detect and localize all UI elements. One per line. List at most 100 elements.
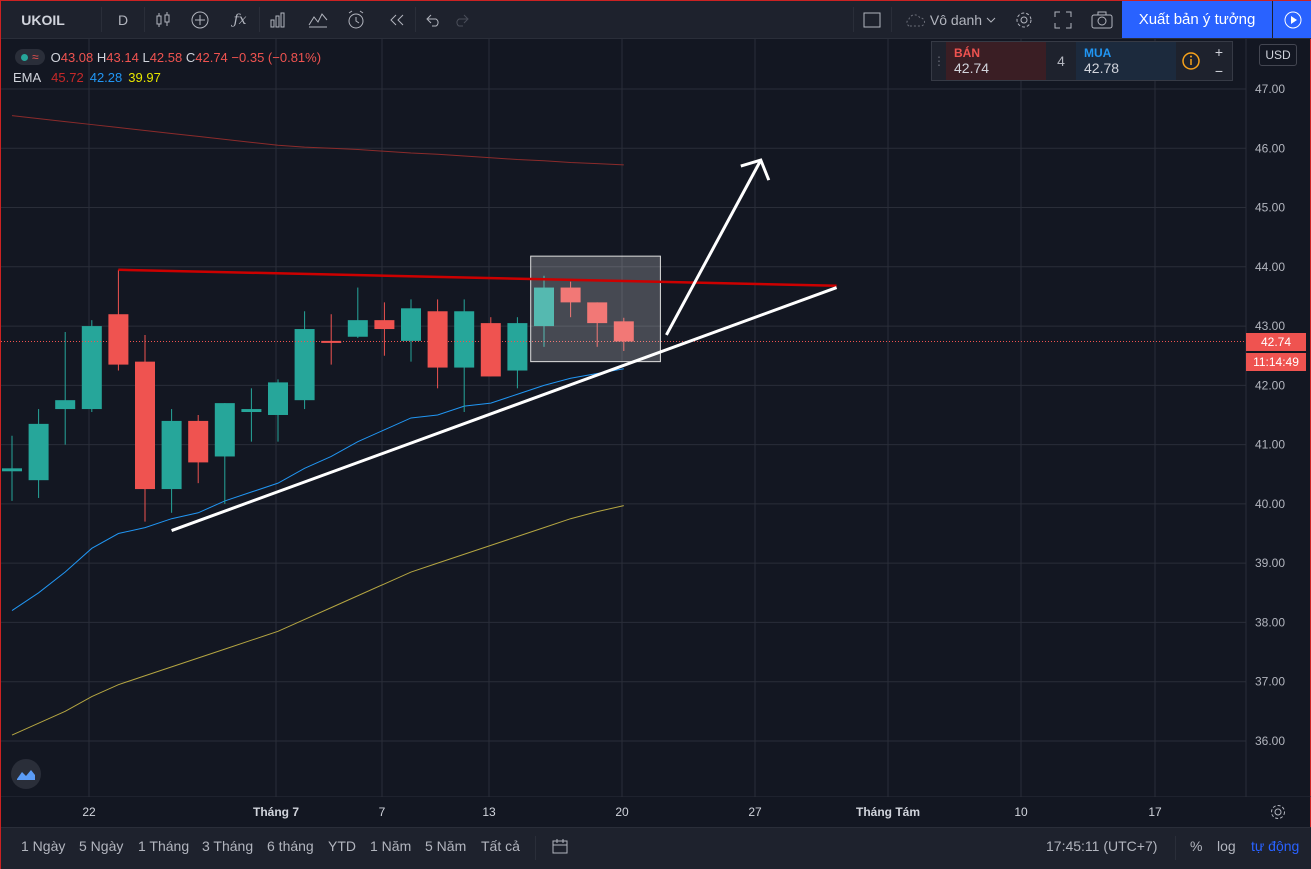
last-price-tag: 42.74 [1246, 333, 1306, 351]
indicators-icon[interactable]: ƒx [233, 11, 247, 28]
interval-button[interactable]: D [117, 11, 129, 28]
close-label: C [185, 49, 196, 65]
price-tick-label: 46.00 [1255, 141, 1285, 155]
currency-badge[interactable]: USD [1259, 44, 1297, 66]
compare-add-icon[interactable] [185, 1, 215, 38]
price-tick-label: 37.00 [1255, 675, 1285, 689]
price-tick-label: 44.00 [1255, 260, 1285, 274]
price-tick-label: 45.00 [1255, 201, 1285, 215]
candle-body [560, 287, 581, 303]
timezone-clock[interactable]: 17:45:11 (UTC+7) [1046, 838, 1158, 854]
fullscreen-icon[interactable] [1048, 1, 1078, 38]
time-label: 7 [378, 805, 386, 819]
candle-body [507, 323, 528, 371]
support-trendline [171, 286, 838, 532]
top-toolbar: UKOIL D ƒx Vô danh Xuất [1, 1, 1311, 39]
wave-icon: ≈ [32, 50, 39, 64]
range-5y[interactable]: 5 Năm [425, 838, 467, 854]
redo-icon[interactable] [448, 1, 476, 38]
candle-body [135, 361, 155, 490]
replay-icon[interactable] [382, 1, 412, 38]
undo-icon[interactable] [419, 1, 447, 38]
publish-idea-button[interactable]: Xuất bản ý tưởng [1122, 1, 1272, 38]
time-label: 27 [748, 805, 762, 819]
axis-settings-gear-icon[interactable] [1269, 803, 1287, 821]
ema-label: EMA [13, 69, 42, 85]
candle-body [81, 326, 102, 410]
buy-label: MUA [1084, 46, 1112, 60]
screenshot-camera-icon[interactable] [1087, 1, 1117, 38]
open-value: 43.08 [60, 49, 94, 65]
eye-icon [21, 53, 28, 61]
range-6m[interactable]: 6 tháng [267, 838, 314, 854]
ema-long-line [11, 115, 624, 166]
auto-scale-toggle[interactable]: tự động [1251, 838, 1300, 854]
breakout-arrow-head [740, 158, 771, 181]
layout-name-dropdown[interactable]: Vô danh [897, 1, 1003, 38]
price-tick-label: 47.00 [1255, 82, 1285, 96]
date-range-icon[interactable] [551, 838, 571, 856]
range-1d[interactable]: 1 Ngày [21, 838, 66, 854]
layout-select-icon[interactable] [858, 1, 886, 38]
time-label: 22 [82, 805, 96, 819]
time-label: Tháng Tám [855, 805, 921, 819]
bottom-toolbar: 1 Ngày 5 Ngày 1 Tháng 3 Tháng 6 tháng YT… [1, 827, 1311, 869]
range-5d[interactable]: 5 Ngày [79, 838, 124, 854]
drag-handle-icon[interactable]: ⋮ [933, 54, 945, 68]
candle-body [480, 323, 501, 377]
range-1m[interactable]: 1 Tháng [138, 838, 190, 854]
range-3m[interactable]: 3 Tháng [202, 838, 254, 854]
settings-gear-icon[interactable] [1009, 1, 1039, 38]
ema-long-value: 45.72 [51, 69, 84, 85]
range-ytd[interactable]: YTD [328, 838, 356, 854]
visibility-toggle[interactable]: ≈ [15, 49, 45, 65]
logo-icon[interactable] [11, 759, 41, 789]
chart-legend: ≈ O 43.08 H 43.14 L 42.58 C 42.74 −0.35 (−0.… [13, 47, 321, 87]
sell-label: BÁN [954, 46, 980, 60]
alert-icon[interactable] [341, 1, 371, 38]
ema-slow-line [11, 505, 624, 736]
candle-body [28, 423, 49, 481]
price-tick-label: 40.00 [1255, 497, 1285, 511]
buy-price: 42.78 [1084, 60, 1120, 76]
buy-button[interactable]: MUA 42.78 [1076, 42, 1176, 80]
range-all[interactable]: Tất cả [481, 838, 520, 854]
candle-body [108, 314, 129, 365]
high-label: H [96, 49, 107, 65]
layout-name: Vô danh [929, 11, 983, 28]
candle-body [214, 403, 235, 457]
log-toggle[interactable]: log [1217, 838, 1236, 854]
range-1y[interactable]: 1 Năm [370, 838, 412, 854]
quantity-stepper: + − [1206, 42, 1232, 80]
time-label: Tháng 7 [252, 805, 300, 819]
ohlc-row: ≈ O 43.08 H 43.14 L 42.58 C 42.74 −0.35 (−0.… [15, 47, 321, 67]
candle-body [294, 329, 315, 401]
info-icon[interactable] [1176, 42, 1206, 80]
ema-fast-line [11, 368, 624, 611]
sell-button[interactable]: BÁN 42.74 [946, 42, 1046, 80]
increase-icon[interactable]: + [1214, 43, 1224, 60]
time-label: 20 [615, 805, 629, 819]
percent-toggle[interactable]: % [1190, 838, 1203, 854]
chart-pane[interactable]: 47.00 46.00 45.00 44.00 43.00 42.00 41.00 40.00… [1, 39, 1311, 797]
quantity-field[interactable]: 4 [1057, 53, 1065, 69]
low-label: L [142, 49, 150, 65]
divider [535, 836, 536, 860]
resistance-trendline [118, 268, 837, 288]
divider [259, 7, 260, 32]
price-chart[interactable]: 47.00 46.00 45.00 44.00 43.00 42.00 41.00 40.00… [1, 39, 1311, 797]
financials-icon[interactable] [263, 1, 293, 38]
buy-sell-panel: ⋮ BÁN 42.74 4 MUA 42.78 + − [931, 41, 1233, 81]
time-label: 13 [482, 805, 496, 819]
symbol-search[interactable]: UKOIL [21, 11, 65, 28]
templates-icon[interactable] [303, 1, 333, 38]
chart-style-icon[interactable] [148, 1, 178, 38]
low-value: 42.58 [149, 49, 183, 65]
play-icon[interactable] [1273, 1, 1311, 38]
close-value: 42.74 [195, 49, 228, 65]
price-tick-label: 43.00 [1255, 319, 1285, 333]
divider [891, 7, 892, 32]
candle-body [401, 308, 421, 341]
time-label: 10 [1014, 805, 1028, 819]
decrease-icon[interactable]: − [1214, 62, 1224, 79]
